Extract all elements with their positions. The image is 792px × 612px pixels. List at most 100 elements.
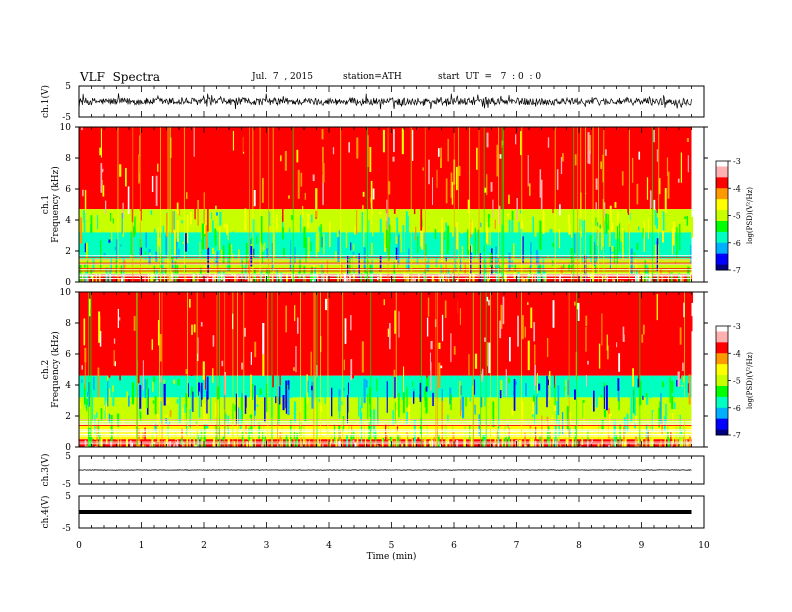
colorbar-tick-label: -3 — [733, 157, 741, 166]
spectrogram-streak — [362, 412, 365, 422]
spectrogram-streak — [525, 445, 527, 447]
spectrogram-streak — [350, 242, 352, 251]
spectrogram-streak — [666, 426, 669, 440]
spectrogram-streak — [174, 261, 177, 282]
spectrogram-streak — [501, 439, 504, 447]
panel-5: 5 -5 ch.4(V) — [40, 492, 705, 534]
colorbar-segment — [716, 385, 728, 390]
spectrogram-streak — [419, 382, 422, 402]
spectrogram-streak — [213, 432, 216, 447]
y-axis-label: ch.4(V) — [40, 496, 51, 529]
spectrogram-streak — [479, 253, 482, 282]
colorbar-segment — [716, 413, 728, 417]
spectrogram-streak — [114, 361, 116, 367]
spectrogram-streak — [401, 443, 404, 447]
spectrogram-streak — [367, 260, 369, 265]
spectrogram-streak — [424, 243, 427, 255]
spectrogram-streak — [592, 442, 595, 447]
spectrogram-streak — [363, 227, 365, 247]
spectrogram-streak — [562, 278, 564, 281]
spectrogram-streak — [605, 385, 608, 411]
spectrogram-streak — [311, 279, 315, 282]
spectrogram-streak — [93, 186, 95, 204]
spectrogram-streak — [604, 279, 607, 282]
spectrogram-streak — [216, 386, 219, 400]
spectrogram-streak — [608, 445, 611, 447]
spectrogram-streak — [117, 308, 119, 328]
spectrogram-streak — [411, 438, 413, 447]
colorbar-segment — [716, 171, 728, 176]
spectrogram-streak — [602, 444, 605, 447]
spectrogram-streak — [321, 129, 324, 140]
spectrogram-streak — [100, 435, 103, 447]
spectrogram-streak — [497, 443, 500, 447]
spectrogram-streak — [440, 262, 442, 282]
spectrogram-streak — [447, 278, 450, 282]
colorbar-segment — [716, 261, 728, 266]
spectrogram-streak — [275, 396, 277, 404]
spectrogram-streak — [605, 213, 608, 234]
spectrogram-streak — [632, 368, 634, 387]
spectrogram-streak — [94, 445, 97, 447]
spectrogram-streak — [521, 277, 524, 282]
waveform-trace — [79, 510, 692, 514]
spectrogram-streak — [92, 300, 95, 316]
spectrogram-streak — [363, 247, 366, 270]
spectrogram-streak — [146, 378, 148, 409]
colorbar-segment — [716, 250, 728, 255]
spectrogram-streak — [593, 258, 595, 282]
spectrogram-streak — [413, 428, 415, 436]
spectrogram-streak — [672, 413, 674, 421]
spectrogram-streak — [541, 322, 544, 339]
spectrogram-streak — [440, 147, 442, 159]
spectrogram-streak — [103, 252, 106, 256]
spectrogram-streak — [393, 129, 395, 153]
spectrogram-streak — [341, 280, 344, 282]
y-tick-label: 6 — [65, 185, 71, 195]
spectrogram-streak — [414, 442, 416, 447]
spectrogram-streak — [263, 442, 266, 447]
spectrogram-streak — [666, 157, 669, 176]
spectrogram-streak — [432, 310, 434, 317]
spectrogram-streak — [430, 438, 433, 447]
spectrogram-streak — [683, 436, 685, 447]
spectrogram-streak — [295, 346, 297, 373]
spectrogram-streak — [522, 236, 524, 264]
spectrogram-streak — [296, 149, 299, 163]
spectrogram-streak — [588, 444, 591, 447]
spectrogram-streak — [427, 376, 429, 388]
spectrogram-streak — [171, 211, 173, 235]
spectrogram-streak — [291, 269, 293, 282]
spectrogram-streak — [473, 129, 476, 146]
spectrogram-streak — [237, 278, 239, 282]
spectrogram-streak — [645, 278, 649, 282]
spectrogram-streak — [604, 276, 606, 280]
spectrogram-streak — [189, 409, 192, 441]
colorbar-tick-label: -7 — [733, 431, 741, 440]
spectrogram-streak — [523, 278, 526, 282]
spectrogram-streak — [564, 386, 566, 392]
spectrogram-streak — [686, 215, 689, 226]
spectrogram-streak — [595, 178, 598, 190]
spectrogram-streak — [474, 227, 476, 257]
spectrogram-streak — [110, 414, 113, 443]
colorbar-segment — [716, 256, 728, 260]
spectrogram-streak — [411, 129, 414, 161]
spectrogram-streak — [607, 214, 609, 230]
spectrogram-streak — [296, 317, 299, 334]
spectrogram-streak — [614, 442, 617, 447]
spectrogram-streak — [656, 294, 658, 321]
spectrogram-streak — [207, 206, 209, 232]
spectrogram-streak — [571, 433, 574, 447]
spectrogram-streak — [638, 271, 641, 282]
spectrogram-streak — [529, 425, 532, 429]
spectrogram-streak — [122, 218, 125, 238]
spectrogram-streak — [145, 251, 147, 255]
spectrogram-streak — [412, 381, 415, 388]
spectrogram-streak — [676, 226, 678, 259]
spectrogram-streak — [372, 188, 375, 200]
spectrogram-streak — [413, 378, 415, 392]
spectrogram-streak — [144, 378, 146, 398]
spectrogram-streak — [538, 383, 541, 391]
spectrogram-streak — [195, 421, 198, 424]
